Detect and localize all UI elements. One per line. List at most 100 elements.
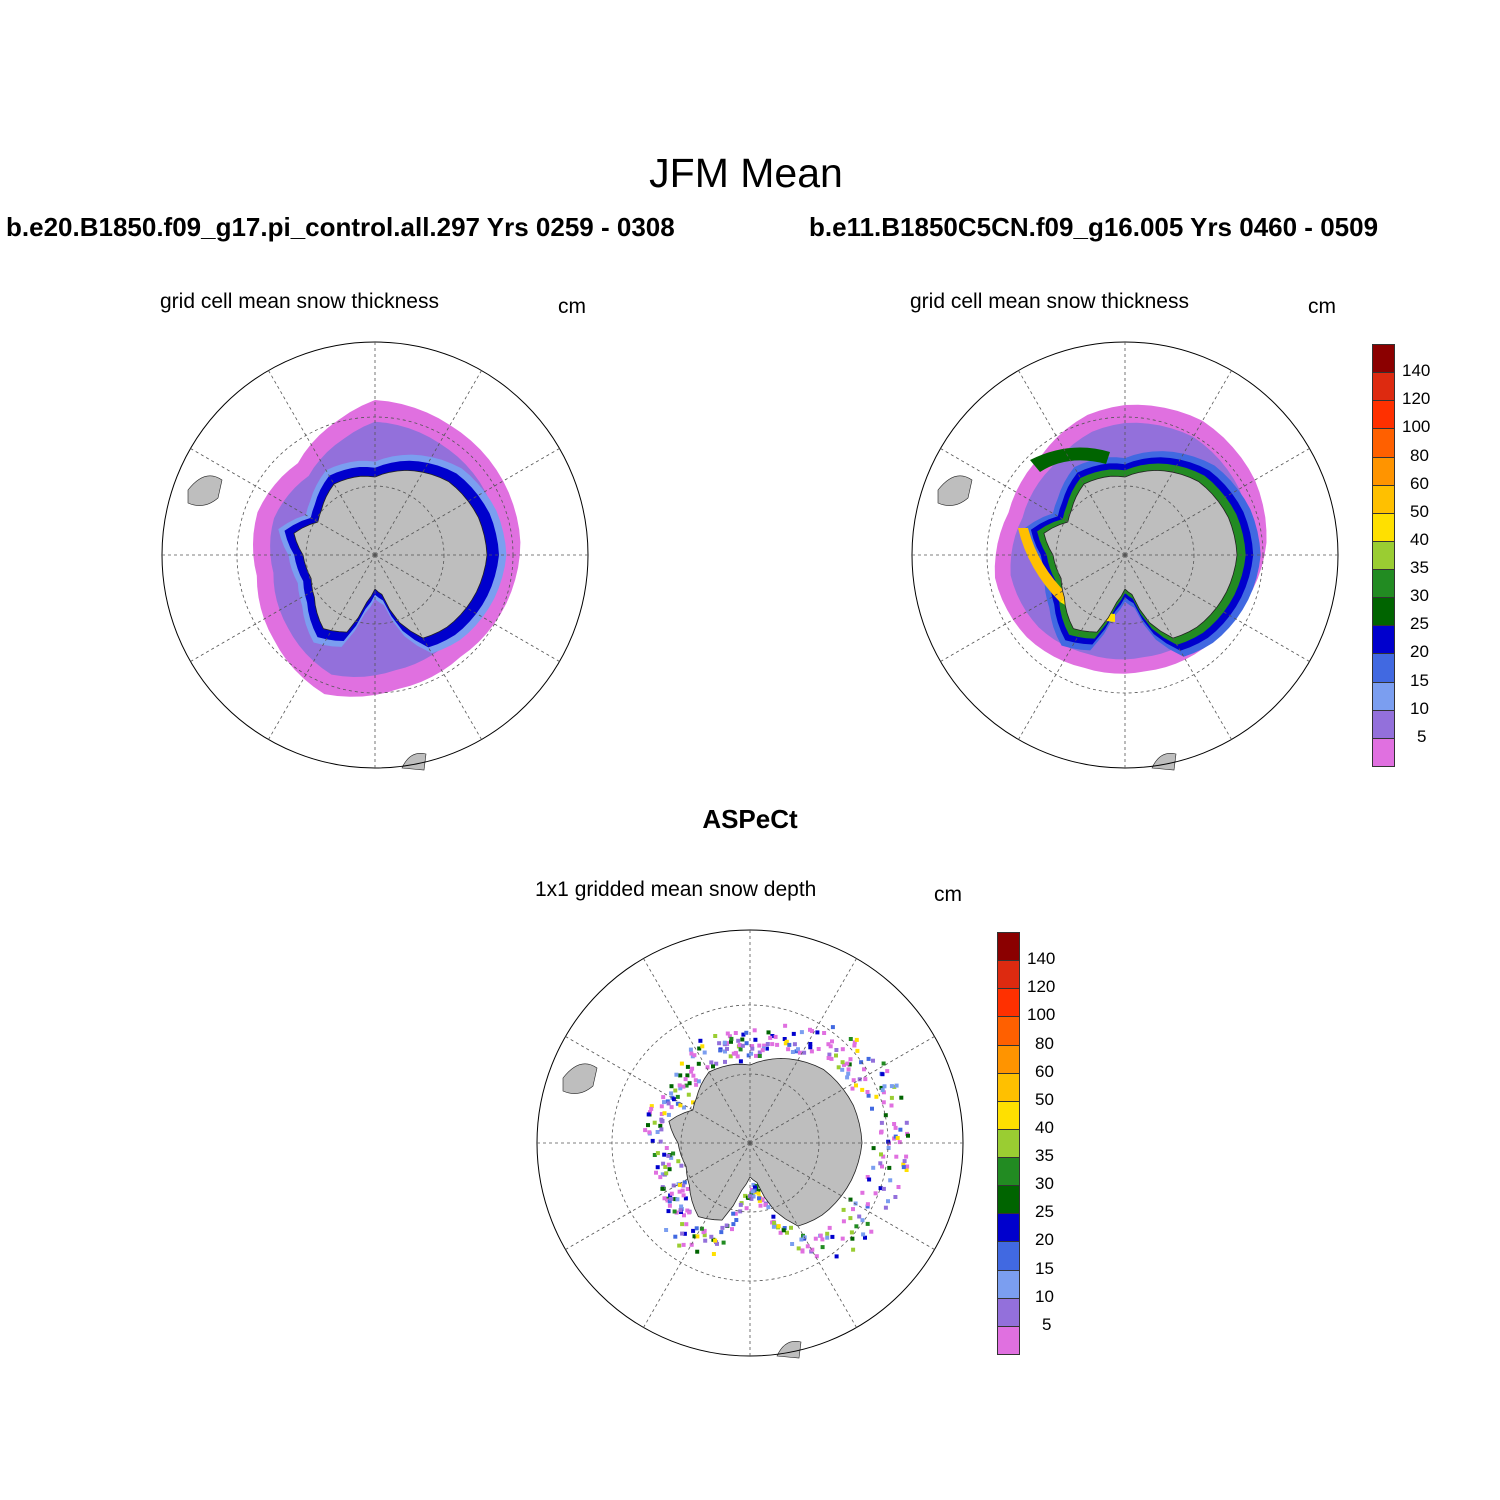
colorbar-swatch bbox=[1372, 428, 1395, 458]
colorbar-tick-label: 120 bbox=[1027, 977, 1056, 997]
observation-cell bbox=[665, 1198, 670, 1203]
observation-cell bbox=[834, 1254, 839, 1259]
observation-cell bbox=[738, 1209, 743, 1214]
observation-cell bbox=[836, 1065, 841, 1070]
observation-cell bbox=[783, 1041, 788, 1046]
colorbar-swatch bbox=[997, 1100, 1020, 1130]
observation-cell bbox=[871, 1146, 876, 1151]
observation-cell bbox=[678, 1103, 683, 1108]
observation-cell bbox=[673, 1234, 678, 1239]
colorbar-tick-label: 5 bbox=[1042, 1314, 1052, 1334]
observation-cell bbox=[689, 1242, 694, 1247]
right-panel-variable-title: grid cell mean snow thickness bbox=[910, 290, 1189, 313]
new-zealand-island bbox=[401, 753, 427, 771]
observation-cell bbox=[703, 1238, 708, 1243]
observation-cell bbox=[757, 1196, 761, 1201]
observation-cell bbox=[675, 1094, 680, 1099]
colorbar-swatch bbox=[997, 988, 1020, 1018]
colorbar-tick-label: 35 bbox=[1035, 1146, 1054, 1166]
observation-cell bbox=[894, 1154, 899, 1159]
observation-cell bbox=[676, 1159, 681, 1164]
observation-cell bbox=[694, 1226, 699, 1231]
observation-cell bbox=[770, 1220, 775, 1225]
observation-cell bbox=[685, 1064, 690, 1069]
observation-cell bbox=[664, 1171, 669, 1176]
observation-cell bbox=[677, 1189, 682, 1194]
observation-cell bbox=[760, 1198, 764, 1203]
colorbar-swatch bbox=[1372, 540, 1395, 571]
observation-cell bbox=[866, 1093, 871, 1098]
observation-cell bbox=[787, 1042, 792, 1047]
observation-cell bbox=[894, 1083, 899, 1088]
observation-cell bbox=[848, 1197, 853, 1202]
observation-cell bbox=[800, 1249, 805, 1254]
observation-cell bbox=[867, 1177, 872, 1182]
figure-title: JFM Mean bbox=[649, 150, 843, 196]
observation-cell bbox=[781, 1228, 786, 1233]
observation-cell bbox=[658, 1175, 663, 1180]
colorbar-swatch bbox=[997, 960, 1020, 990]
observation-cell bbox=[870, 1106, 874, 1111]
observation-cell bbox=[722, 1040, 727, 1045]
observation-cell bbox=[860, 1218, 865, 1223]
observation-cell bbox=[889, 1084, 894, 1089]
colorbar-tick-label: 25 bbox=[1410, 614, 1429, 634]
colorbar-swatch bbox=[1372, 569, 1395, 599]
observation-cell bbox=[694, 1082, 699, 1087]
observation-cell bbox=[744, 1041, 749, 1046]
observation-cell bbox=[729, 1039, 733, 1044]
observation-cell bbox=[865, 1204, 870, 1209]
observation-cell bbox=[691, 1100, 695, 1105]
observation-cell bbox=[737, 1043, 742, 1047]
observation-cell bbox=[649, 1104, 654, 1109]
observation-cell bbox=[660, 1172, 665, 1177]
observation-cell bbox=[871, 1165, 876, 1170]
colorbar-swatch bbox=[997, 1185, 1020, 1215]
right-panel-units: cm bbox=[1308, 295, 1336, 318]
observation-cell bbox=[728, 1054, 733, 1059]
observation-cell bbox=[693, 1078, 698, 1083]
observation-cell bbox=[860, 1190, 865, 1195]
observation-cell bbox=[675, 1197, 680, 1202]
observation-cell bbox=[669, 1091, 674, 1096]
observation-cell bbox=[669, 1196, 674, 1201]
observation-cell bbox=[771, 1214, 776, 1219]
observation-cell bbox=[655, 1130, 660, 1134]
observation-cell bbox=[829, 1056, 834, 1061]
observation-cell bbox=[655, 1165, 660, 1170]
observation-cell bbox=[738, 1202, 743, 1207]
observation-cell bbox=[815, 1030, 820, 1035]
observation-cell bbox=[709, 1234, 714, 1239]
observation-cell bbox=[666, 1153, 671, 1158]
colorbar-tick-label: 20 bbox=[1035, 1230, 1054, 1250]
bottom-panel-run-title: ASPeCt bbox=[702, 804, 798, 834]
observation-cell bbox=[720, 1225, 725, 1230]
observation-cell bbox=[744, 1030, 749, 1035]
observation-cell bbox=[664, 1146, 669, 1150]
observation-cell bbox=[808, 1027, 812, 1032]
observation-cell bbox=[672, 1209, 677, 1214]
observation-cell bbox=[723, 1049, 727, 1054]
observation-cell bbox=[869, 1229, 874, 1234]
observation-cell bbox=[659, 1112, 664, 1116]
observation-cell bbox=[885, 1069, 890, 1074]
colorbar-tick-label: 25 bbox=[1035, 1202, 1054, 1222]
observation-cell bbox=[854, 1083, 858, 1088]
observation-cell bbox=[679, 1061, 684, 1066]
observation-cell bbox=[683, 1077, 688, 1082]
colorbar-swatch bbox=[997, 1044, 1020, 1074]
observation-cell bbox=[796, 1047, 800, 1052]
observation-cell bbox=[677, 1243, 682, 1248]
observation-cell bbox=[906, 1133, 910, 1138]
colorbar-swatch bbox=[1372, 653, 1395, 683]
observation-cell bbox=[680, 1188, 685, 1193]
observation-cell bbox=[840, 1236, 845, 1241]
colorbar-swatch bbox=[997, 1213, 1020, 1243]
colorbar-tick-label: 30 bbox=[1035, 1174, 1054, 1194]
observation-cell bbox=[658, 1123, 663, 1128]
colorbar-swatch bbox=[1372, 484, 1395, 514]
observation-cell bbox=[782, 1037, 787, 1041]
observation-cell bbox=[860, 1087, 865, 1092]
observation-cell bbox=[865, 1090, 870, 1094]
colorbar-swatch bbox=[997, 1128, 1020, 1159]
